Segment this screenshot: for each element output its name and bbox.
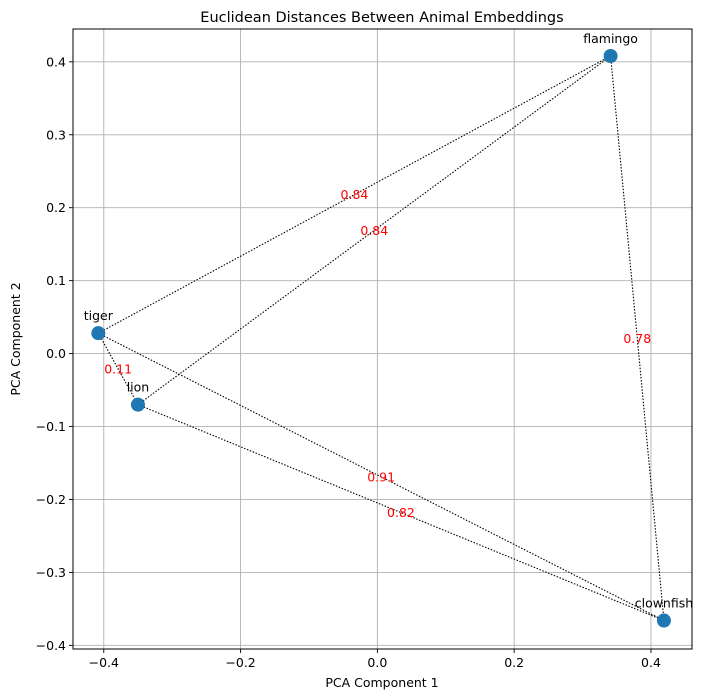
x-axis-title: PCA Component 1 — [325, 675, 438, 690]
y-tick-label: 0.1 — [46, 273, 66, 288]
data-point — [656, 613, 671, 628]
distance-label: 0.84 — [341, 187, 369, 202]
distance-label: 0.78 — [623, 331, 651, 346]
distance-label: 0.82 — [387, 505, 415, 520]
chart-title: Euclidean Distances Between Animal Embed… — [200, 10, 563, 26]
y-tick-label: 0.4 — [46, 54, 66, 69]
x-tick-label: −0.4 — [89, 655, 119, 670]
distance-line — [98, 55, 611, 334]
y-tick-label: 0.2 — [46, 200, 66, 215]
data-points — [91, 48, 671, 628]
point-label: tiger — [84, 308, 114, 323]
y-axis: −0.4 −0.3 −0.2 −0.1 0.0 0.1 0.2 0.3 0.4 — [36, 54, 73, 653]
data-point — [130, 397, 145, 412]
x-tick-label: 0.2 — [504, 655, 524, 670]
distance-label: 0.11 — [104, 361, 132, 376]
y-tick-label: −0.4 — [36, 638, 66, 653]
data-point — [603, 48, 618, 63]
distance-label: 0.91 — [367, 469, 395, 484]
y-tick-label: −0.1 — [36, 419, 66, 434]
point-label: clownfish — [635, 596, 693, 611]
distance-label: 0.84 — [360, 223, 388, 238]
y-tick-label: −0.3 — [36, 565, 66, 580]
distance-labels: 0.11 0.84 0.91 0.84 0.82 0.78 — [104, 187, 651, 520]
x-axis: −0.4 −0.2 0.0 0.2 0.4 — [89, 649, 661, 670]
y-tick-label: −0.2 — [36, 492, 66, 507]
x-tick-label: 0.0 — [367, 655, 387, 670]
y-axis-title: PCA Component 2 — [8, 282, 23, 395]
x-tick-label: 0.4 — [641, 655, 661, 670]
grid — [73, 29, 692, 649]
plot-frame — [72, 28, 693, 650]
distance-line — [610, 55, 665, 621]
point-label: flamingo — [583, 31, 638, 46]
data-point — [91, 326, 106, 341]
distance-line — [98, 332, 665, 622]
distance-lines — [97, 55, 665, 622]
x-tick-label: −0.2 — [225, 655, 255, 670]
distance-line — [97, 332, 139, 405]
y-tick-label: 0.0 — [46, 346, 66, 361]
point-label: lion — [127, 380, 150, 395]
point-labels: tiger lion flamingo clownfish — [84, 31, 693, 611]
y-tick-label: 0.3 — [46, 127, 66, 142]
